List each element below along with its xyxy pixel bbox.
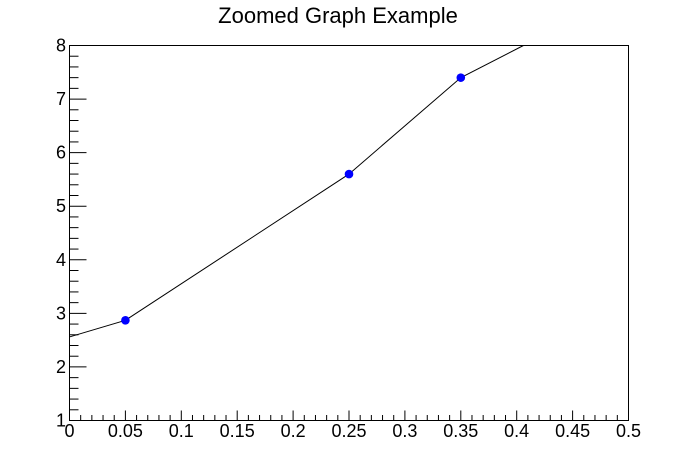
x-axis-tick-label: 0.25 <box>331 421 366 441</box>
x-axis-tick-label: 0.45 <box>555 421 590 441</box>
y-axis-tick-label: 6 <box>56 143 66 163</box>
data-point-marker <box>344 169 354 179</box>
x-axis-tick-label: 0.3 <box>392 421 417 441</box>
y-axis-tick-label: 2 <box>56 357 66 377</box>
y-axis-tick-label: 5 <box>56 196 66 216</box>
y-axis-tick-label: 8 <box>56 36 66 56</box>
x-axis-tick-label: 0.2 <box>281 421 306 441</box>
x-axis-tick-label: 0 <box>64 421 74 441</box>
x-axis-tick-label: 0.5 <box>616 421 641 441</box>
y-axis-tick-label: 7 <box>56 89 66 109</box>
x-axis-tick-label: 0.35 <box>443 421 478 441</box>
data-point-marker <box>121 316 130 325</box>
x-axis-tick-label: 0.05 <box>108 421 143 441</box>
y-axis-tick-label: 3 <box>56 303 66 323</box>
data-point-marker <box>456 73 466 82</box>
x-axis-tick-label: 0.15 <box>220 421 255 441</box>
y-axis-tick-label: 4 <box>56 250 66 270</box>
data-line <box>69 45 524 338</box>
y-axis-tick-label: 1 <box>56 411 66 431</box>
chart-title: Zoomed Graph Example <box>218 3 458 28</box>
plot-frame <box>69 45 629 421</box>
x-axis-tick-label: 0.4 <box>504 421 529 441</box>
x-axis-tick-label: 0.1 <box>169 421 194 441</box>
